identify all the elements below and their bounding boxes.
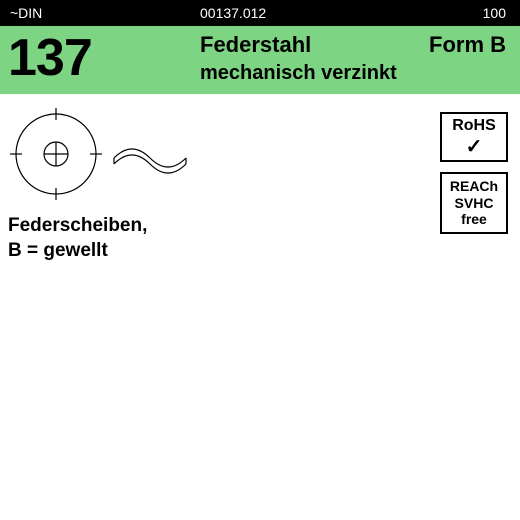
form-label: Form B bbox=[429, 32, 506, 58]
rohs-label: RoHS bbox=[452, 117, 496, 135]
content-area: Federscheiben, B = gewellt RoHS ✓ REACh … bbox=[0, 94, 520, 348]
description-block: Federscheiben, B = gewellt bbox=[8, 214, 147, 263]
description-line-2: B = gewellt bbox=[8, 239, 147, 264]
standard-prefix: ~DIN bbox=[10, 5, 42, 21]
product-code: 00137.012 bbox=[200, 5, 266, 21]
product-label-card: ~DIN 00137.012 100 137 Federstahl mechan… bbox=[0, 0, 520, 348]
header-bar: ~DIN 00137.012 100 bbox=[0, 0, 520, 26]
din-number: 137 bbox=[8, 28, 92, 88]
reach-line-1: REACh bbox=[450, 178, 498, 195]
washer-diagram-icon bbox=[6, 104, 196, 204]
description-line-1: Federscheiben, bbox=[8, 214, 147, 239]
check-icon: ✓ bbox=[466, 137, 483, 157]
material-label: Federstahl bbox=[200, 32, 311, 58]
reach-line-2: SVHC bbox=[455, 195, 494, 212]
rohs-badge: RoHS ✓ bbox=[440, 112, 508, 162]
reach-badge: REACh SVHC free bbox=[440, 172, 508, 234]
reach-line-3: free bbox=[461, 211, 487, 228]
spec-bar: 137 Federstahl mechanisch verzinkt Form … bbox=[0, 26, 520, 94]
quantity: 100 bbox=[483, 5, 506, 21]
finish-label: mechanisch verzinkt bbox=[200, 62, 397, 85]
